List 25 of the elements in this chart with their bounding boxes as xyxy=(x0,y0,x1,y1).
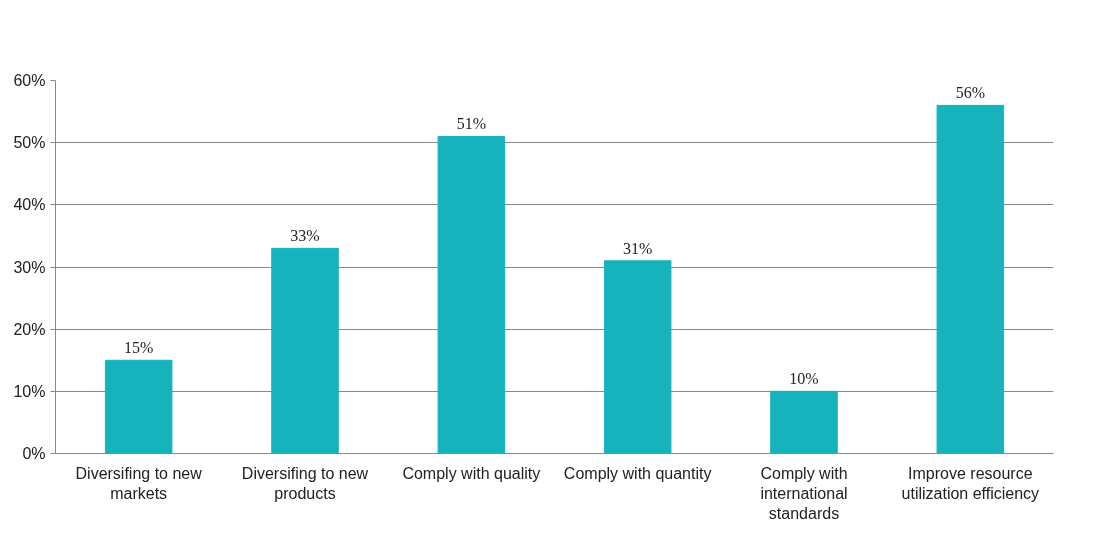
x-tick-label: Improve resource utilization efficiency xyxy=(901,464,1040,502)
bar xyxy=(437,135,506,454)
bar xyxy=(271,247,339,454)
y-tick-label: 60% xyxy=(13,72,46,89)
y-tick-label: 30% xyxy=(13,258,46,276)
data-label: 15% xyxy=(124,339,154,357)
data-label: 51% xyxy=(456,115,486,133)
x-tick-label: Comply with international standards xyxy=(760,464,848,523)
data-label: 10% xyxy=(789,370,819,388)
y-tick-label: 50% xyxy=(13,134,46,152)
y-tick-label: 0% xyxy=(22,445,46,462)
x-tick-label: Comply with quantity xyxy=(563,464,712,482)
y-tick-label: 20% xyxy=(13,320,46,338)
y-tick-label: 10% xyxy=(13,382,46,400)
bar xyxy=(104,359,173,454)
bar xyxy=(936,104,1005,454)
x-tick-label: Diversifing to new products xyxy=(241,464,369,502)
x-tick-label: Diversifing to new markets xyxy=(75,464,203,502)
data-label: 33% xyxy=(290,227,320,245)
x-tick-label: Comply with quality xyxy=(402,464,541,482)
y-tick-label: 40% xyxy=(13,196,46,214)
bar xyxy=(770,390,838,454)
data-label: 31% xyxy=(623,239,653,257)
data-label: 56% xyxy=(955,84,985,102)
bar xyxy=(603,260,672,454)
